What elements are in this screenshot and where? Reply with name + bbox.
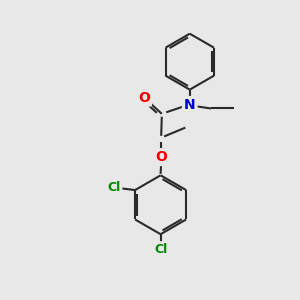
Text: Cl: Cl xyxy=(154,243,167,256)
Text: O: O xyxy=(155,150,167,164)
Text: Cl: Cl xyxy=(107,181,121,194)
Text: O: O xyxy=(138,91,150,105)
Text: N: N xyxy=(184,98,196,112)
